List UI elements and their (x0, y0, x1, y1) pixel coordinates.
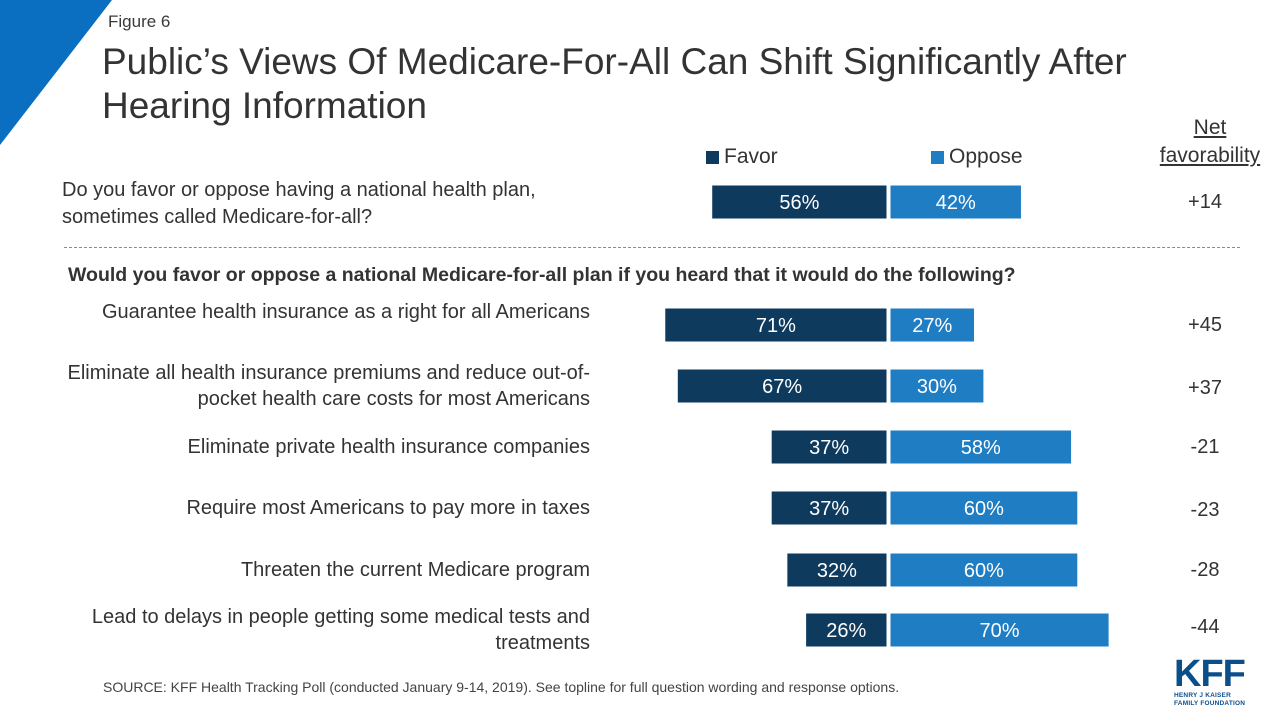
oppose-bar (889, 429, 1073, 465)
oppose-bar (889, 184, 1022, 220)
favor-bar (770, 490, 888, 526)
net-value: -28 (1190, 559, 1220, 581)
favor-bar (711, 184, 888, 220)
legend-favor: Favor (706, 145, 778, 169)
row-label: Guarantee health insurance as a right fo… (101, 301, 590, 323)
legend-oppose-swatch (931, 150, 944, 164)
divider (64, 247, 1240, 248)
oppose-value-label: 70% (980, 620, 1020, 642)
oppose-bar (889, 307, 976, 343)
favor-value-label: 37% (809, 498, 849, 520)
net-value: +37 (1188, 377, 1222, 399)
favor-bar (786, 552, 888, 588)
legend-oppose: Oppose (931, 145, 1023, 169)
oppose-value-label: 42% (936, 192, 976, 214)
net-favorability-header: Net favorability (1159, 116, 1261, 167)
kff-logo: KFF HENRY J KAISER FAMILY FOUNDATION (1174, 653, 1258, 708)
net-value: -23 (1190, 499, 1220, 521)
net-value: +14 (1188, 191, 1222, 213)
net-value: +45 (1188, 314, 1222, 336)
oppose-bar (889, 552, 1079, 588)
favor-value-label: 32% (817, 560, 857, 582)
logo-mark: KFF (1174, 653, 1246, 695)
legend-oppose-label: Oppose (949, 145, 1023, 168)
row-label: Eliminate private health insurance compa… (187, 436, 590, 458)
question-label: Do you favor or oppose having a national… (62, 179, 536, 228)
source-note: SOURCE: KFF Health Tracking Poll (conduc… (103, 679, 900, 695)
oppose-value-label: 58% (961, 437, 1001, 459)
favor-bar (770, 429, 888, 465)
subheading: Would you favor or oppose a national Med… (68, 264, 1016, 286)
favor-value-label: 56% (779, 192, 819, 214)
oppose-bar (889, 368, 985, 404)
chart-title: Public’s Views Of Medicare-For-All Can S… (102, 41, 1127, 126)
figure-label: Figure 6 (108, 12, 171, 31)
logo-line-2: FAMILY FOUNDATION (1174, 700, 1246, 707)
row-label: Lead to delays in people getting some me… (91, 606, 590, 654)
oppose-value-label: 60% (964, 498, 1004, 520)
favor-bar (805, 612, 888, 648)
row-label: Eliminate all health insurance premiums … (67, 362, 591, 410)
row-label: Require most Americans to pay more in ta… (186, 497, 590, 519)
oppose-value-label: 60% (964, 560, 1004, 582)
oppose-bar (889, 612, 1110, 648)
oppose-value-label: 27% (912, 315, 952, 337)
favor-bar (664, 307, 888, 343)
favor-value-label: 37% (809, 437, 849, 459)
net-value: -21 (1190, 436, 1220, 458)
favor-value-label: 71% (756, 315, 796, 337)
favor-value-label: 26% (826, 620, 866, 642)
legend-favor-swatch (706, 150, 719, 164)
favor-value-label: 67% (762, 376, 802, 398)
oppose-bar (889, 490, 1079, 526)
row-label: Threaten the current Medicare program (240, 559, 590, 581)
oppose-value-label: 30% (917, 376, 957, 398)
logo-line-1: HENRY J KAISER (1174, 692, 1231, 699)
favor-bar (676, 368, 888, 404)
net-value: -44 (1190, 616, 1220, 638)
legend-favor-label: Favor (724, 145, 778, 168)
